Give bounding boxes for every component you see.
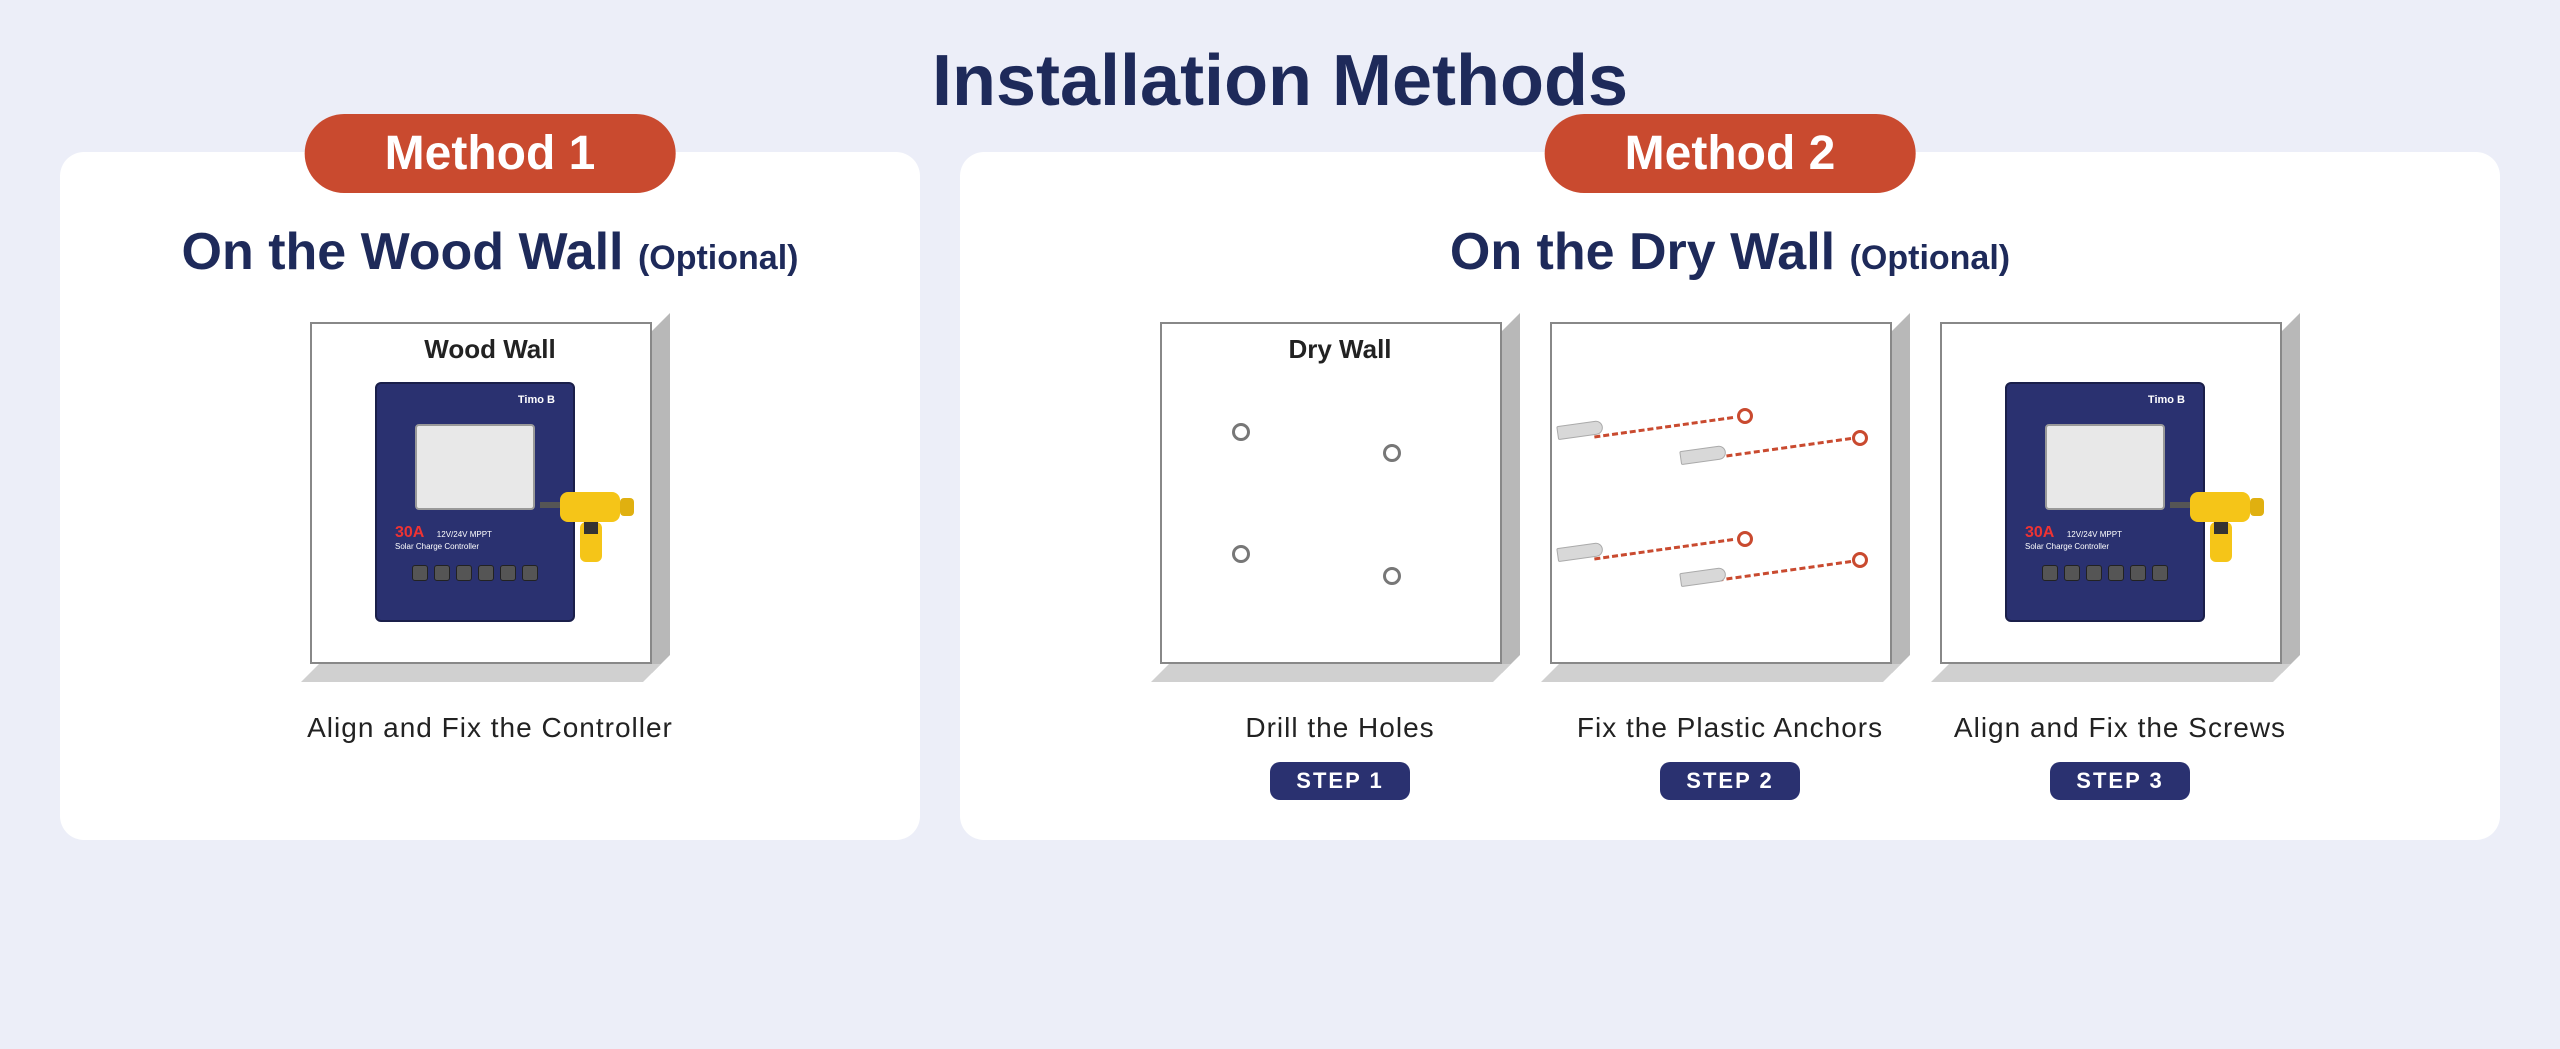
device-ports xyxy=(387,565,563,581)
wood-wall-panel: Wood Wall Timo B 30A 12V/24V MPPT Solar … xyxy=(310,322,670,682)
device-ports xyxy=(2017,565,2193,581)
wall-edge xyxy=(1502,313,1520,673)
dry-wall-label: Dry Wall xyxy=(1160,334,1520,365)
method-2-subtitle: On the Dry Wall (Optional) xyxy=(990,222,2470,282)
wall-edge xyxy=(1931,664,2291,682)
method-2-badge: Method 2 xyxy=(1545,114,1916,193)
step-3-badge: STEP 3 xyxy=(2050,762,2189,800)
wall-edge xyxy=(1151,664,1511,682)
drill-icon xyxy=(540,472,650,572)
step-1-caption: Drill the Holes xyxy=(1245,712,1434,744)
wood-wall-label: Wood Wall xyxy=(310,334,670,365)
device-spec: 12V/24V MPPT xyxy=(2059,530,2122,539)
wall-face xyxy=(1160,322,1502,664)
method-1-subtitle: On the Wood Wall (Optional) xyxy=(90,222,890,282)
wall-edge xyxy=(1892,313,1910,673)
method-2-subtitle-optional: (Optional) xyxy=(1850,239,2011,277)
device-sub: Solar Charge Controller xyxy=(2017,542,2193,551)
device-spec: 12V/24V MPPT xyxy=(429,530,492,539)
device-brand: Timo B xyxy=(2017,394,2193,406)
hole-icon xyxy=(1383,567,1401,585)
device-brand: Timo B xyxy=(387,394,563,406)
hole-icon xyxy=(1232,423,1250,441)
method-1-caption: Align and Fix the Controller xyxy=(307,712,673,744)
wall-edge xyxy=(652,313,670,673)
step-3-caption: Align and Fix the Screws xyxy=(1954,712,2286,744)
dry-wall-panel-1: Dry Wall xyxy=(1160,322,1520,682)
method-1-block: Wood Wall Timo B 30A 12V/24V MPPT Solar … xyxy=(307,322,673,762)
step-2-block: Fix the Plastic Anchors STEP 2 xyxy=(1550,322,1910,800)
wall-edge xyxy=(2282,313,2300,673)
step-2-badge: STEP 2 xyxy=(1660,762,1799,800)
step-2-caption: Fix the Plastic Anchors xyxy=(1577,712,1883,744)
wall-edge xyxy=(1541,664,1901,682)
step-3-block: Timo B 30A 12V/24V MPPT Solar Charge Con… xyxy=(1940,322,2300,800)
device-amp: 30A xyxy=(2017,524,2054,541)
method-2-illustration: Dry Wall Drill the Holes STEP 1 xyxy=(990,322,2470,800)
device-screen xyxy=(2045,424,2165,510)
drill-icon xyxy=(2170,472,2280,572)
dry-wall-panel-2 xyxy=(1550,322,1910,682)
method-1-illustration: Wood Wall Timo B 30A 12V/24V MPPT Solar … xyxy=(90,322,890,762)
step-1-block: Dry Wall Drill the Holes STEP 1 xyxy=(1160,322,1520,800)
method-2-card: Method 2 On the Dry Wall (Optional) Dry … xyxy=(960,152,2500,840)
method-1-card: Method 1 On the Wood Wall (Optional) Woo… xyxy=(60,152,920,840)
dry-wall-panel-3: Timo B 30A 12V/24V MPPT Solar Charge Con… xyxy=(1940,322,2300,682)
wall-face xyxy=(1550,322,1892,664)
method-2-subtitle-main: On the Dry Wall xyxy=(1450,223,1835,281)
anchor-target-icon xyxy=(1737,531,1753,547)
method-1-badge: Method 1 xyxy=(305,114,676,193)
device-screen xyxy=(415,424,535,510)
methods-row: Method 1 On the Wood Wall (Optional) Woo… xyxy=(0,152,2560,840)
method-1-subtitle-optional: (Optional) xyxy=(638,239,799,277)
device-amp: 30A xyxy=(387,524,424,541)
device-sub: Solar Charge Controller xyxy=(387,542,563,551)
method-1-subtitle-main: On the Wood Wall xyxy=(182,223,624,281)
wall-edge xyxy=(301,664,661,682)
step-1-badge: STEP 1 xyxy=(1270,762,1409,800)
